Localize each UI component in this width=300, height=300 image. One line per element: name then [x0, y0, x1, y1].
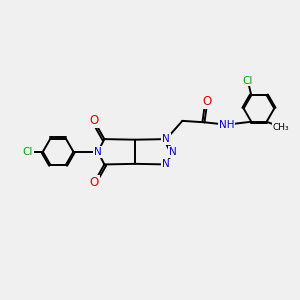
- Text: N: N: [94, 147, 102, 157]
- Text: O: O: [89, 114, 99, 127]
- Text: Cl: Cl: [243, 76, 253, 85]
- Text: CH₃: CH₃: [272, 122, 289, 131]
- Text: O: O: [89, 176, 99, 189]
- Text: Cl: Cl: [22, 147, 33, 157]
- Text: NH: NH: [219, 120, 234, 130]
- Text: N: N: [169, 147, 176, 157]
- Text: O: O: [203, 94, 212, 108]
- Text: N: N: [162, 159, 170, 170]
- Text: N: N: [162, 134, 170, 144]
